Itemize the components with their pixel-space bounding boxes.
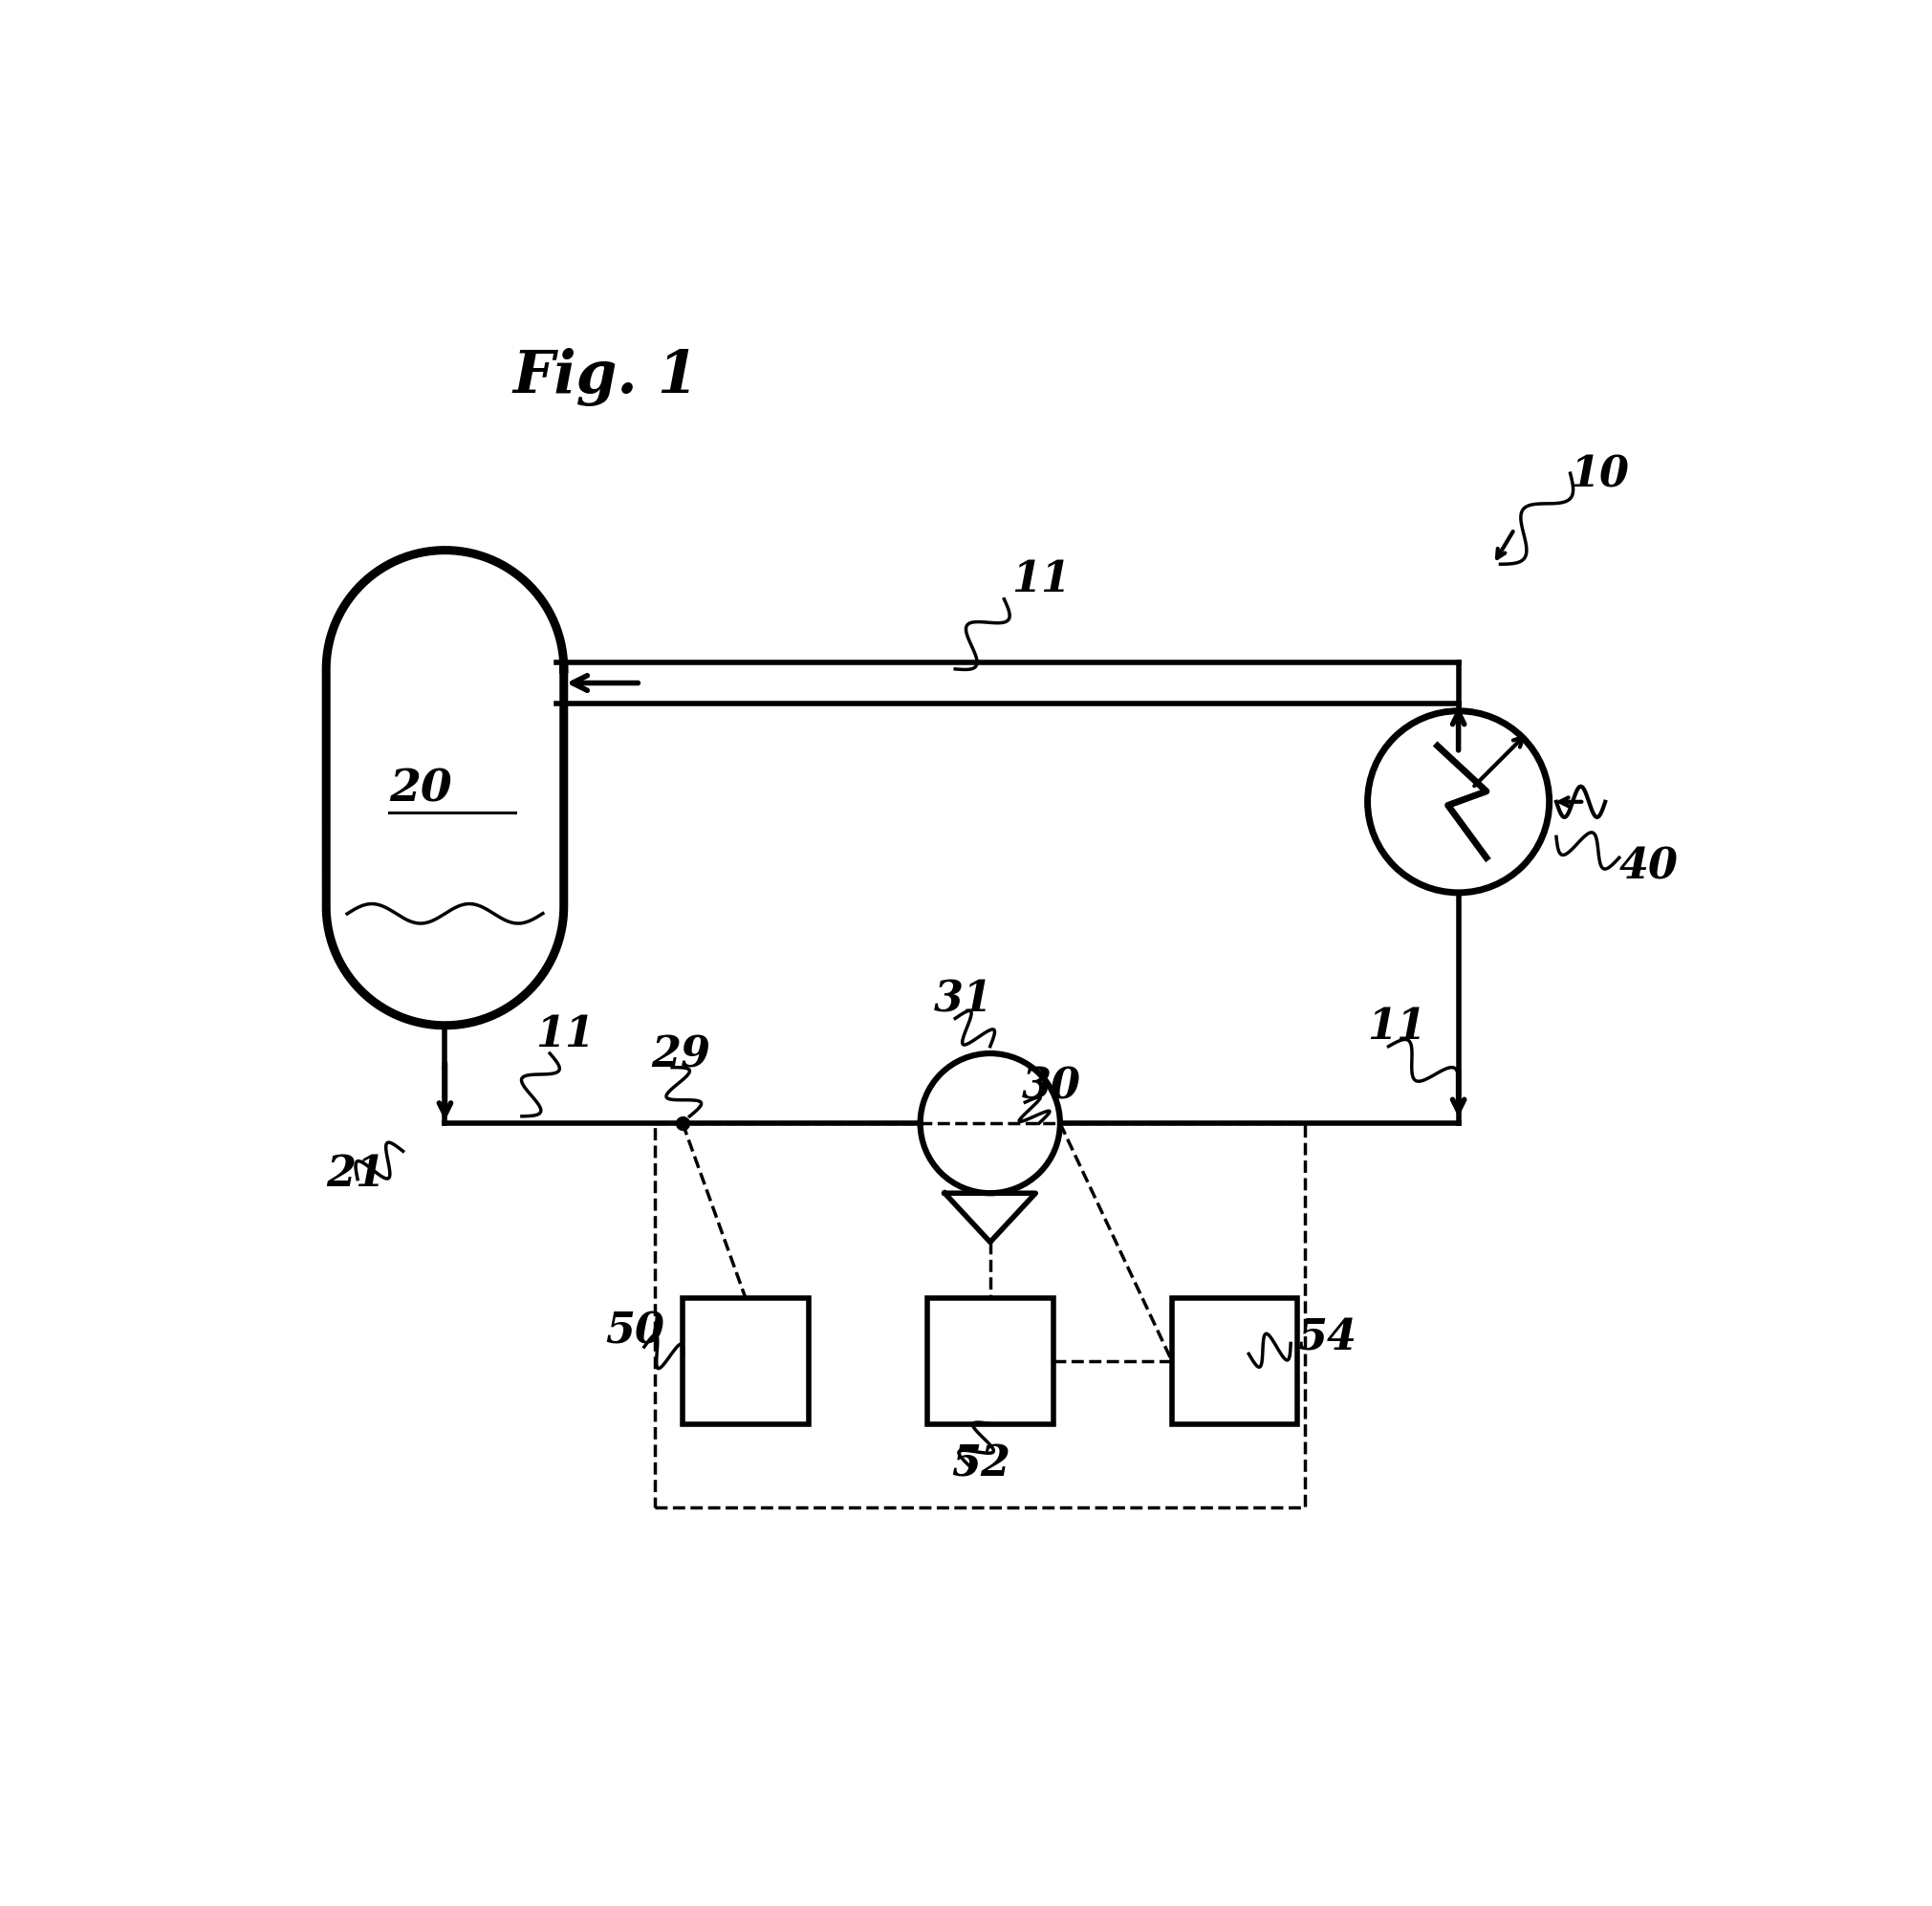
Text: 50: 50 [607,1311,665,1351]
Text: 40: 40 [1619,846,1679,888]
Bar [927,1298,1053,1424]
Bar [682,1298,808,1424]
Text: 11: 11 [1010,560,1070,600]
Text: 52: 52 [952,1443,1010,1485]
Text: 29: 29 [651,1035,711,1077]
Text: 10: 10 [1571,456,1629,496]
Bar [655,1123,1304,1508]
Text: 20: 20 [388,768,452,812]
Text: 31: 31 [935,980,993,1020]
Text: Fig. 1: Fig. 1 [512,347,699,406]
Text: 21: 21 [327,1153,384,1195]
Text: 30: 30 [1022,1065,1080,1107]
Text: 11: 11 [535,1014,595,1056]
Text: 54: 54 [1298,1317,1356,1359]
Text: 11: 11 [1368,1006,1428,1048]
Bar [1173,1298,1298,1424]
